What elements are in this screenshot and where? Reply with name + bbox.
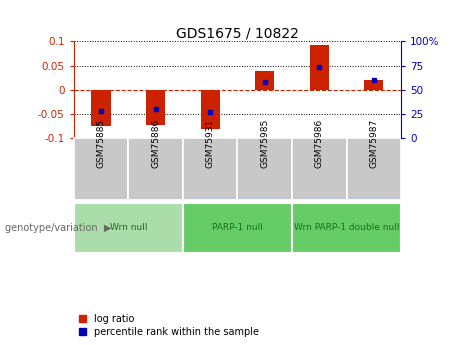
Bar	[292, 203, 401, 253]
Bar	[364, 80, 384, 90]
Text: Wrn PARP-1 double null: Wrn PARP-1 double null	[294, 223, 399, 232]
Bar	[183, 203, 292, 253]
Legend: log ratio, percentile rank within the sample: log ratio, percentile rank within the sa…	[79, 314, 259, 337]
Bar	[91, 90, 111, 126]
Bar	[310, 45, 329, 90]
Text: genotype/variation  ▶: genotype/variation ▶	[5, 223, 111, 233]
Title: GDS1675 / 10822: GDS1675 / 10822	[176, 26, 299, 40]
Text: Wrn null: Wrn null	[110, 223, 147, 232]
Bar	[146, 90, 165, 125]
Bar	[201, 90, 220, 129]
Text: GSM75985: GSM75985	[260, 119, 269, 168]
Bar	[128, 138, 183, 200]
Bar	[183, 138, 237, 200]
Bar	[74, 203, 183, 253]
Bar	[255, 71, 274, 90]
Text: PARP-1 null: PARP-1 null	[212, 223, 263, 232]
Bar	[347, 138, 401, 200]
Text: GSM75931: GSM75931	[206, 119, 215, 168]
Bar	[74, 138, 128, 200]
Text: GSM75885: GSM75885	[96, 119, 106, 168]
Bar	[237, 138, 292, 200]
Text: GSM75886: GSM75886	[151, 119, 160, 168]
Text: GSM75987: GSM75987	[369, 119, 378, 168]
Bar	[292, 138, 347, 200]
Text: GSM75986: GSM75986	[315, 119, 324, 168]
